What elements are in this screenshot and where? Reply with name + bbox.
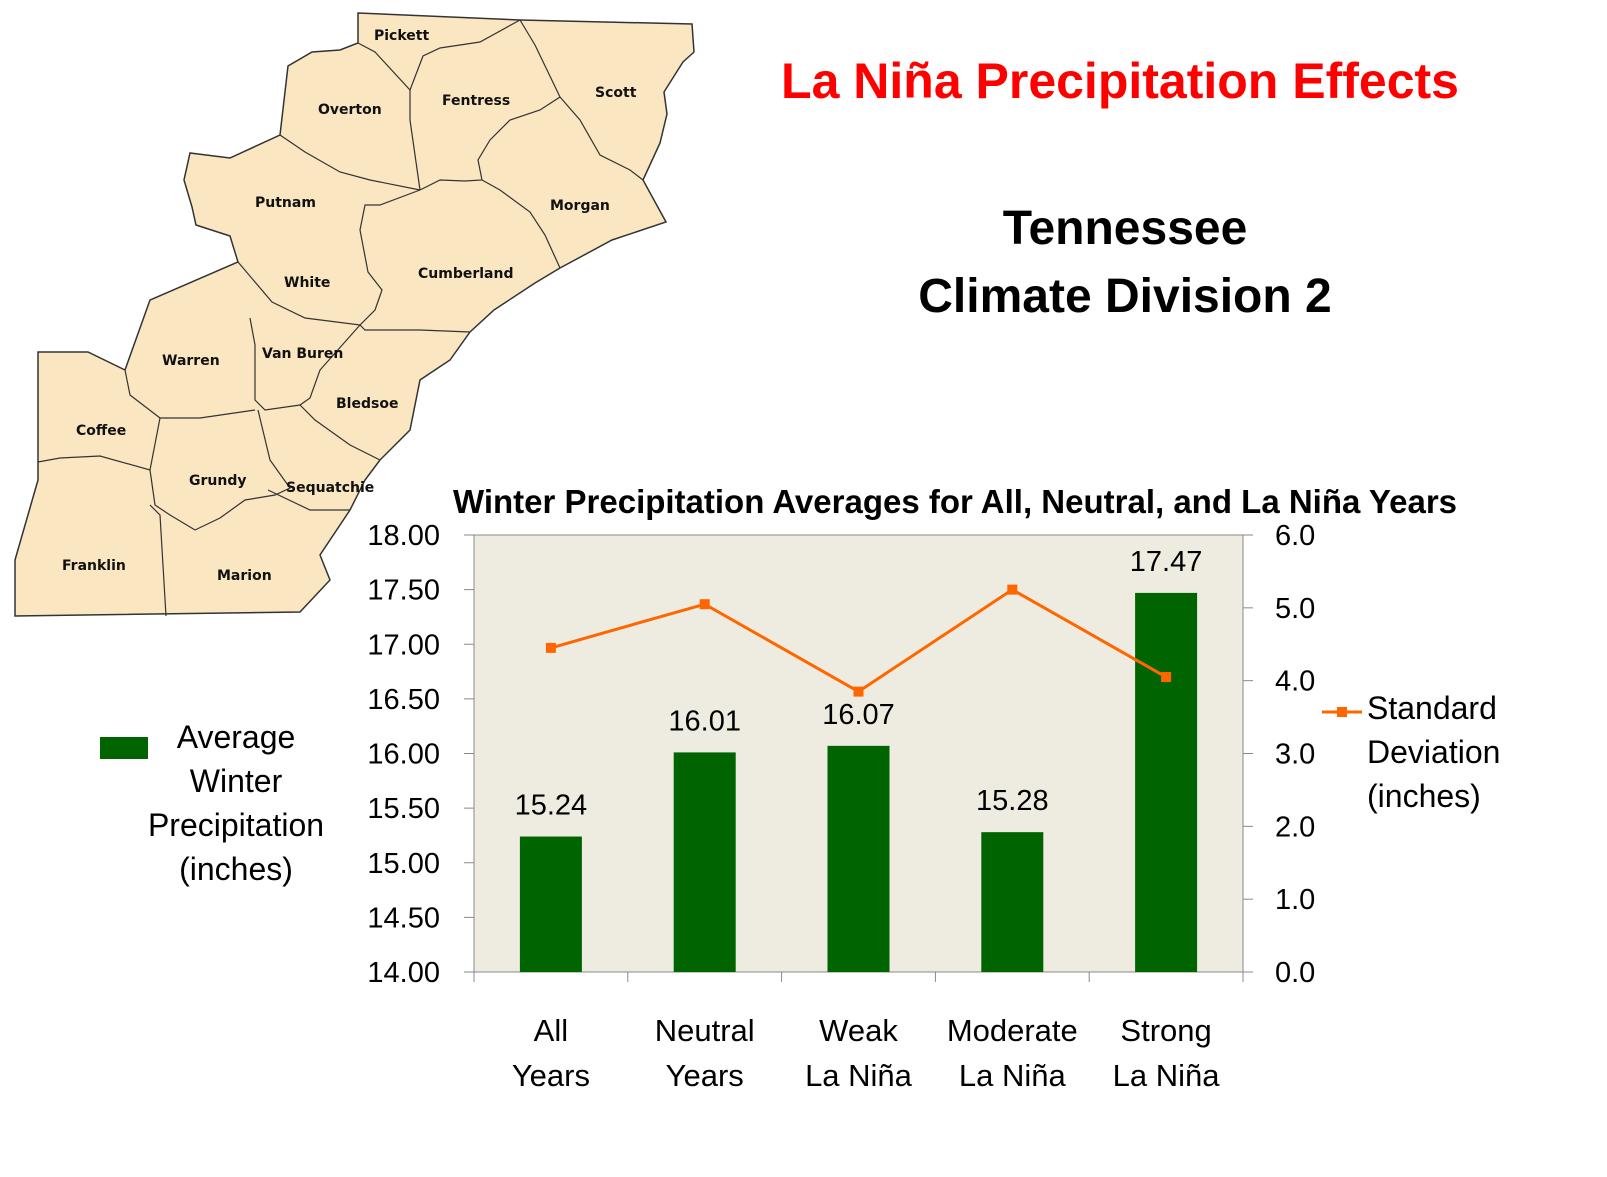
legend-left-label: Winter	[190, 763, 283, 799]
state-title: Tennessee Climate Division 2	[780, 195, 1470, 331]
right-axis-tick-label: 1.0	[1275, 884, 1315, 916]
bar-data-label: 16.07	[822, 699, 895, 731]
county-map: Pickett Overton Fentress Scott Putnam Mo…	[14, 12, 695, 617]
county-label-bledsoe: Bledsoe	[336, 396, 398, 412]
bar-data-label: 16.01	[668, 705, 741, 737]
right-axis-tick-label: 6.0	[1275, 520, 1315, 552]
std-dev-point	[699, 599, 710, 610]
bar	[1135, 592, 1198, 972]
category-label: La Niña	[959, 1058, 1067, 1093]
county-label-van-buren: Van Buren	[262, 346, 343, 362]
right-axis-tick-label: 3.0	[1275, 739, 1315, 771]
county-label-overton: Overton	[318, 102, 382, 118]
left-axis-tick-label: 15.00	[367, 848, 440, 880]
legend-line-marker	[1337, 707, 1347, 717]
category-label: Years	[666, 1058, 744, 1093]
left-axis-tick-label: 14.00	[367, 957, 440, 989]
std-dev-point	[1161, 672, 1172, 683]
legend-left-label: Average	[177, 719, 296, 755]
state-title-line: Tennessee	[1002, 202, 1248, 255]
county-label-morgan: Morgan	[550, 198, 610, 214]
bar	[827, 745, 890, 972]
county-label-cumberland: Cumberland	[418, 266, 513, 282]
left-axis-tick-label: 14.50	[367, 902, 440, 934]
bar-data-label: 17.47	[1130, 546, 1203, 578]
bar	[519, 836, 582, 972]
right-axis-tick-label: 5.0	[1275, 593, 1315, 625]
county-label-coffee: Coffee	[76, 423, 126, 439]
left-axis-tick-label: 17.50	[367, 575, 440, 607]
county-label-franklin: Franklin	[62, 558, 126, 574]
category-label: All	[534, 1013, 568, 1048]
bar	[673, 752, 736, 972]
left-axis-tick-label: 16.50	[367, 684, 440, 716]
category-label: Weak	[819, 1013, 898, 1048]
chart-title: Winter Precipitation Averages for All, N…	[452, 483, 1458, 520]
map-region	[14, 12, 695, 617]
bar-data-label: 15.28	[976, 785, 1049, 817]
category-label: Neutral	[655, 1013, 755, 1048]
bar	[981, 832, 1044, 972]
legend-right-label: Deviation	[1367, 734, 1500, 770]
std-dev-point	[853, 686, 864, 697]
county-label-grundy: Grundy	[189, 473, 246, 489]
category-label: La Niña	[805, 1058, 913, 1093]
county-label-putnam: Putnam	[255, 195, 316, 211]
right-axis-tick-label: 2.0	[1275, 811, 1315, 843]
category-label: Years	[512, 1058, 590, 1093]
county-label-warren: Warren	[162, 353, 220, 369]
category-label: Moderate	[947, 1013, 1078, 1048]
left-axis-tick-label: 16.00	[367, 739, 440, 771]
right-axis-tick-label: 4.0	[1275, 666, 1315, 698]
std-dev-point	[545, 642, 556, 653]
std-dev-point	[1007, 584, 1018, 595]
category-label: La Niña	[1113, 1058, 1221, 1093]
county-label-scott: Scott	[595, 85, 637, 101]
division-title-line: Climate Division 2	[918, 270, 1332, 323]
left-axis-tick-label: 17.00	[367, 629, 440, 661]
legend-right-label: Standard	[1367, 690, 1497, 726]
county-label-pickett: Pickett	[374, 28, 429, 44]
main-title: La Niña Precipitation Effects	[781, 53, 1459, 109]
county-label-fentress: Fentress	[442, 93, 510, 109]
left-axis-tick-label: 18.00	[367, 520, 440, 552]
county-label-marion: Marion	[217, 568, 272, 584]
bar-data-label: 15.24	[515, 790, 588, 822]
legend-left-label: (inches)	[179, 851, 293, 887]
left-axis-tick-label: 15.50	[367, 793, 440, 825]
category-label: Strong	[1120, 1013, 1211, 1048]
county-label-white: White	[284, 275, 330, 291]
legend-left-label: Precipitation	[148, 807, 324, 843]
county-label-sequatchie: Sequatchie	[286, 480, 374, 496]
legend-bar-swatch	[100, 737, 148, 759]
legend-right-label: (inches)	[1367, 778, 1481, 814]
right-axis-tick-label: 0.0	[1275, 957, 1315, 989]
